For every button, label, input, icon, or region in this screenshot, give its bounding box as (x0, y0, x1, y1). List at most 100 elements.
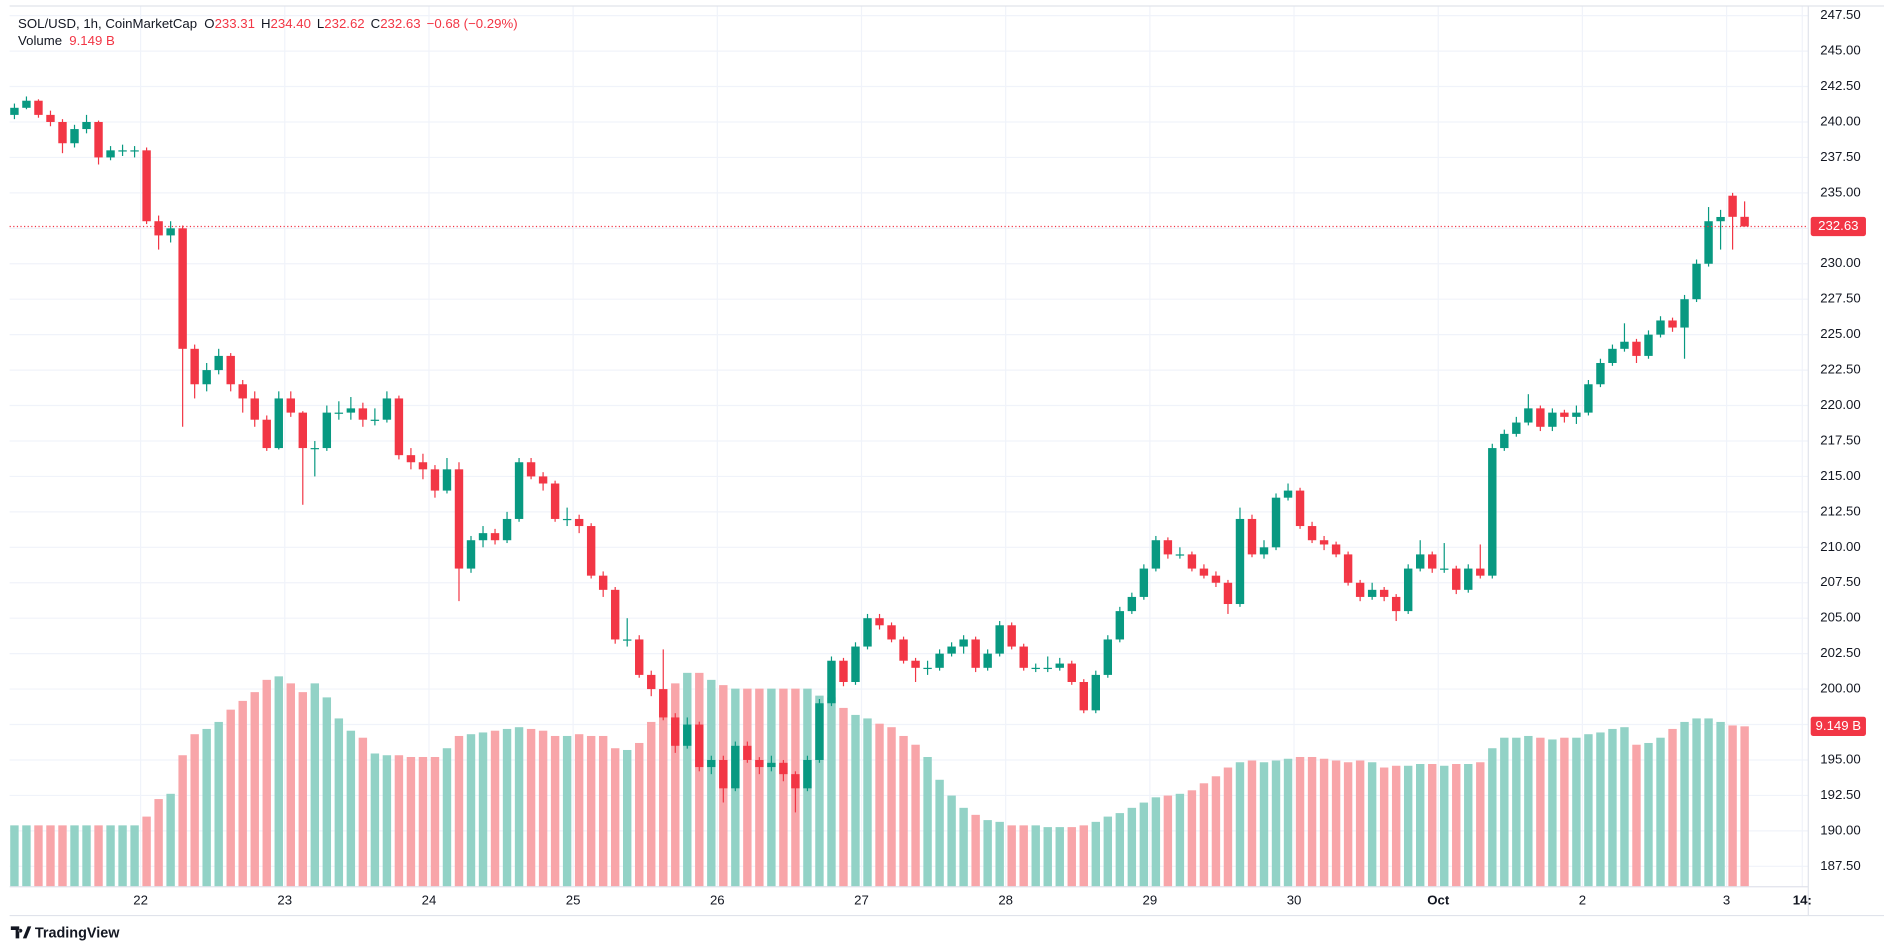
volume-bar (502, 728, 512, 887)
volume-axis-label: 9.149 B (1816, 718, 1862, 733)
candle-body (815, 703, 824, 760)
candle-body (671, 717, 680, 746)
candle-body (1668, 320, 1677, 328)
y-tick-label: 225.00 (1820, 326, 1860, 341)
volume-bar (1235, 762, 1245, 887)
volume-bar (610, 748, 620, 887)
candle-body (214, 355, 223, 371)
ohlc-legend: SOL/USD, 1h, CoinMarketCap O233.31 H234.40… (18, 17, 518, 32)
candle-body (659, 689, 668, 718)
y-tick-label: 200.00 (1820, 681, 1860, 696)
candle-body (454, 469, 464, 569)
volume-bar (334, 718, 344, 887)
candle-body (791, 774, 800, 789)
volume-bar (478, 732, 488, 887)
volume-bar (1271, 760, 1281, 887)
candle-body (382, 398, 392, 420)
candle-body (851, 646, 860, 682)
volume-bar (190, 734, 199, 887)
volume-bar (635, 742, 644, 887)
volume-bar (322, 697, 332, 887)
candle-body (262, 419, 271, 449)
volume-bar (995, 821, 1004, 887)
candle-body (406, 455, 416, 463)
volume-bar (1331, 760, 1341, 887)
candle-body (178, 228, 187, 349)
volume-bar (959, 807, 968, 887)
y-tick-label: 235.00 (1820, 184, 1860, 199)
volume-bar (983, 820, 992, 887)
candle-body (1355, 582, 1365, 597)
candle-body (1331, 544, 1341, 555)
y-tick-label: 247.50 (1820, 7, 1860, 22)
candle-body (562, 518, 572, 521)
candle-body (598, 575, 608, 590)
candle-body (695, 724, 704, 768)
volume-bar (34, 825, 43, 887)
volume-bar (695, 672, 704, 887)
volume-bar (923, 756, 932, 887)
volume-bar (358, 737, 368, 887)
volume-bar (1031, 825, 1040, 887)
volume-bar (238, 700, 247, 887)
volume-bar (887, 727, 896, 887)
volume-bar (1187, 790, 1197, 887)
candle-body (310, 448, 320, 450)
candle-body (1644, 334, 1653, 356)
volume-bar (382, 755, 392, 887)
volume-bar (851, 714, 860, 887)
volume-bar (286, 683, 295, 887)
volume-bar (1043, 827, 1052, 887)
candle-body (118, 150, 127, 152)
candle-body (238, 384, 247, 399)
candle-body (1716, 216, 1725, 222)
volume-bar (490, 730, 500, 887)
volume-bar (1632, 744, 1641, 887)
volume-bar (130, 825, 139, 887)
volume-bar (166, 793, 175, 887)
volume-bar (10, 825, 19, 887)
candle-body (1440, 568, 1449, 570)
volume-bar (1091, 821, 1100, 887)
volume-bar (839, 707, 848, 887)
x-tick-label: 23 (277, 893, 292, 908)
candle-body (370, 419, 380, 421)
x-tick-label: 30 (1287, 893, 1302, 908)
x-tick-label: 24 (422, 893, 437, 908)
candle-body (1283, 490, 1293, 498)
volume-bar (1355, 760, 1365, 887)
legend-value: 233.31 (215, 17, 255, 32)
volume-bar (586, 735, 596, 887)
candle-body (22, 100, 31, 108)
candle-body (803, 759, 812, 789)
y-tick-label: 230.00 (1820, 255, 1860, 270)
y-tick-label: 205.00 (1820, 610, 1860, 625)
candle-body (1536, 408, 1545, 427)
candle-body (1428, 554, 1437, 569)
volume-bar (1007, 825, 1016, 887)
candle-body (1656, 320, 1665, 335)
candle-body (442, 469, 452, 491)
candle-body (346, 408, 356, 413)
candle-body (466, 540, 476, 569)
y-tick-label: 207.50 (1820, 574, 1860, 589)
volume-bar (1103, 816, 1113, 887)
volume-bar (622, 749, 632, 887)
volume-legend: Volume 9.149 B (18, 34, 115, 49)
candle-body (70, 129, 79, 144)
candle-body (478, 533, 488, 541)
candle-body (1500, 433, 1509, 449)
volume-bar (430, 756, 440, 887)
volume-bar (274, 676, 283, 887)
candle-body (622, 639, 632, 641)
volume-bar (1716, 721, 1725, 887)
volume-bar (1115, 813, 1125, 887)
candle-body (1259, 547, 1269, 555)
volume-bar (454, 735, 464, 887)
volume-bar (562, 735, 572, 887)
candle-body (82, 121, 91, 130)
candle-body (1403, 568, 1413, 612)
candle-body (334, 412, 344, 414)
volume-bar (743, 688, 752, 887)
